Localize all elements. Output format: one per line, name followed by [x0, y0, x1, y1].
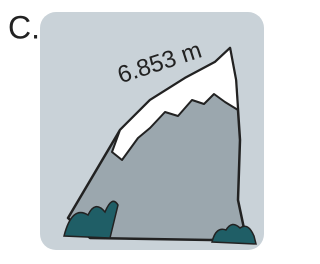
item-label: C.	[8, 9, 40, 45]
illustration: C. 6.853 m	[0, 0, 278, 264]
